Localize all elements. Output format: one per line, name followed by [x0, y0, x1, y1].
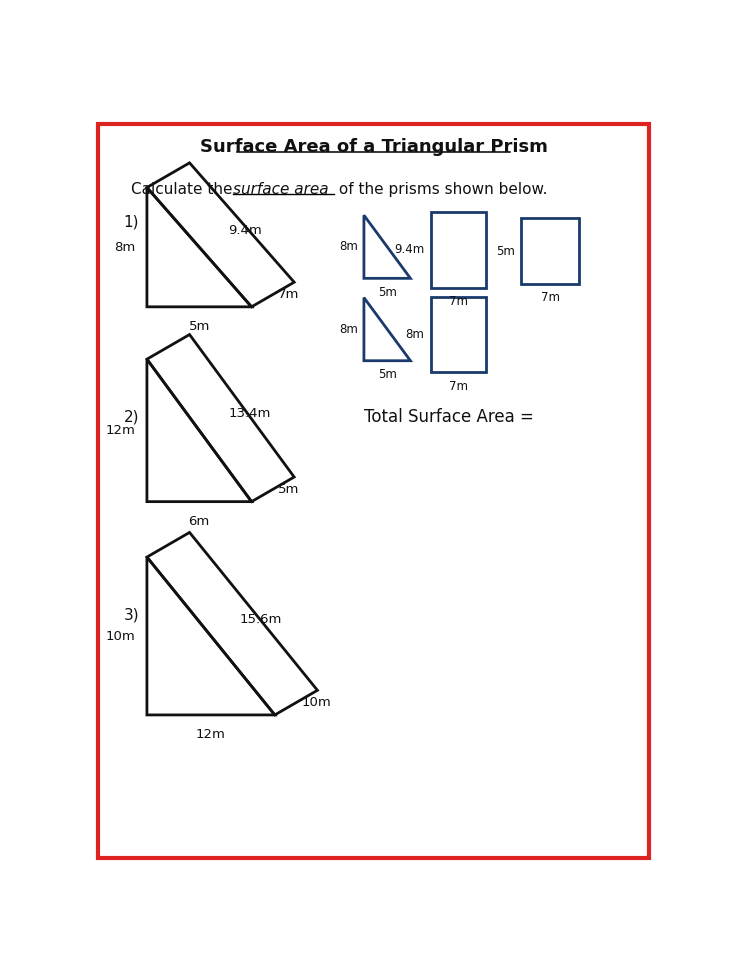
Text: Calculate the: Calculate the [131, 182, 238, 196]
Text: 5m: 5m [378, 286, 397, 299]
Text: 2): 2) [124, 409, 139, 425]
Text: 3): 3) [124, 608, 139, 622]
Text: 7m: 7m [278, 288, 300, 301]
Text: 12m: 12m [106, 424, 136, 437]
Text: 7m: 7m [541, 292, 560, 304]
Text: 8m: 8m [405, 329, 424, 341]
Text: 8m: 8m [339, 240, 358, 254]
Text: Total Surface Area =: Total Surface Area = [364, 408, 534, 426]
Text: surface area: surface area [233, 182, 329, 196]
Text: 6m: 6m [189, 515, 210, 528]
Text: 10m: 10m [302, 696, 331, 710]
Text: 7m: 7m [449, 295, 468, 308]
Text: 5m: 5m [378, 368, 397, 381]
Text: 9.4m: 9.4m [394, 243, 424, 257]
FancyBboxPatch shape [98, 123, 649, 858]
Text: Surface Area of a Triangular Prism: Surface Area of a Triangular Prism [200, 138, 547, 156]
Text: 12m: 12m [196, 728, 226, 741]
Text: 8m: 8m [339, 323, 358, 335]
Text: 7m: 7m [449, 380, 468, 393]
Text: 1): 1) [124, 215, 139, 229]
Text: 13.4m: 13.4m [228, 407, 270, 420]
Text: 15.6m: 15.6m [240, 612, 282, 626]
Text: 5m: 5m [496, 245, 515, 258]
Text: 5m: 5m [189, 320, 210, 333]
Text: 10m: 10m [106, 630, 136, 642]
Text: 5m: 5m [278, 483, 300, 496]
Text: 8m: 8m [114, 241, 136, 254]
Text: of the prisms shown below.: of the prisms shown below. [335, 182, 548, 196]
Text: 9.4m: 9.4m [228, 224, 262, 237]
